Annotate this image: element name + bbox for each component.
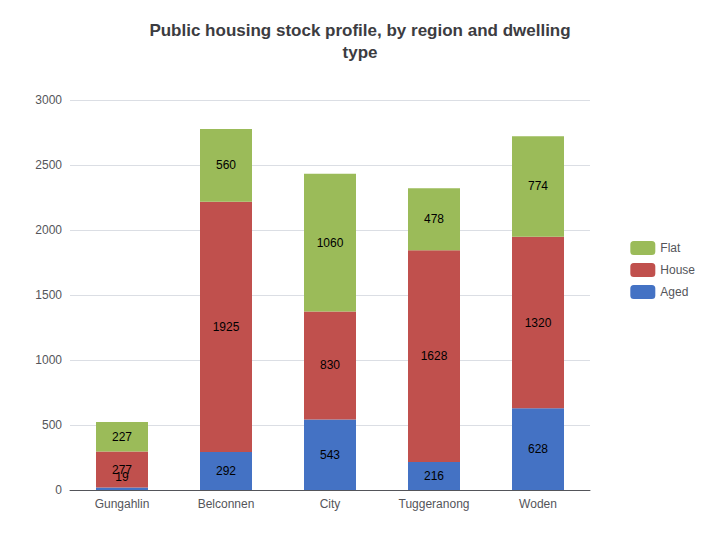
svg-text:1628: 1628 bbox=[421, 349, 448, 363]
svg-text:277: 277 bbox=[112, 463, 132, 477]
svg-text:1000: 1000 bbox=[35, 353, 62, 367]
svg-text:House: House bbox=[660, 263, 695, 277]
svg-text:500: 500 bbox=[42, 418, 62, 432]
svg-text:Public housing stock profile,: Public housing stock profile, by region … bbox=[149, 21, 570, 40]
svg-text:216: 216 bbox=[424, 469, 444, 483]
svg-text:2500: 2500 bbox=[35, 158, 62, 172]
svg-text:Belconnen: Belconnen bbox=[198, 497, 255, 511]
svg-text:1500: 1500 bbox=[35, 288, 62, 302]
svg-text:3000: 3000 bbox=[35, 93, 62, 107]
svg-text:2000: 2000 bbox=[35, 223, 62, 237]
svg-text:0: 0 bbox=[55, 483, 62, 497]
svg-text:227: 227 bbox=[112, 430, 132, 444]
svg-text:1320: 1320 bbox=[525, 316, 552, 330]
svg-text:1060: 1060 bbox=[317, 236, 344, 250]
svg-text:1925: 1925 bbox=[213, 320, 240, 334]
svg-text:628: 628 bbox=[528, 442, 548, 456]
svg-text:City: City bbox=[320, 497, 341, 511]
svg-text:Gungahlin: Gungahlin bbox=[95, 497, 150, 511]
svg-text:774: 774 bbox=[528, 179, 548, 193]
svg-text:478: 478 bbox=[424, 212, 444, 226]
svg-text:Woden: Woden bbox=[519, 497, 557, 511]
svg-text:543: 543 bbox=[320, 448, 340, 462]
svg-text:292: 292 bbox=[216, 464, 236, 478]
svg-text:19: 19 bbox=[115, 469, 129, 484]
svg-text:Tuggeranong: Tuggeranong bbox=[399, 497, 470, 511]
svg-text:Aged: Aged bbox=[660, 285, 688, 299]
svg-text:type: type bbox=[343, 43, 378, 62]
svg-text:Flat: Flat bbox=[660, 241, 681, 255]
svg-text:830: 830 bbox=[320, 358, 340, 372]
svg-text:560: 560 bbox=[216, 158, 236, 172]
